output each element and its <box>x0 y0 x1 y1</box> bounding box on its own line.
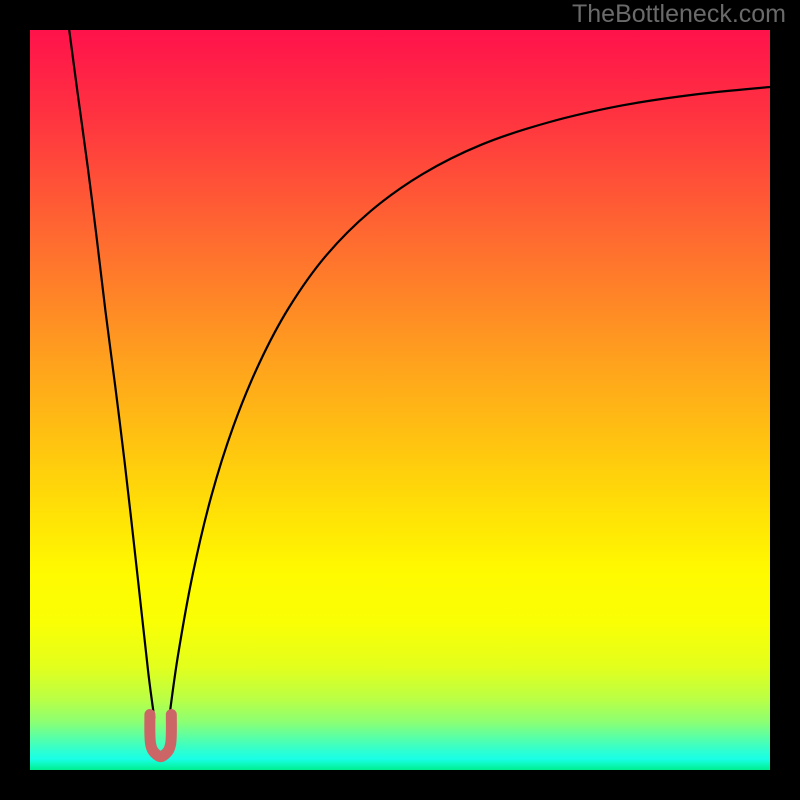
watermark-text: TheBottleneck.com <box>572 0 786 29</box>
plot-area <box>30 30 770 770</box>
figure-root: TheBottleneck.com <box>0 0 800 800</box>
gradient-background <box>30 30 770 770</box>
chart-svg <box>30 30 770 770</box>
